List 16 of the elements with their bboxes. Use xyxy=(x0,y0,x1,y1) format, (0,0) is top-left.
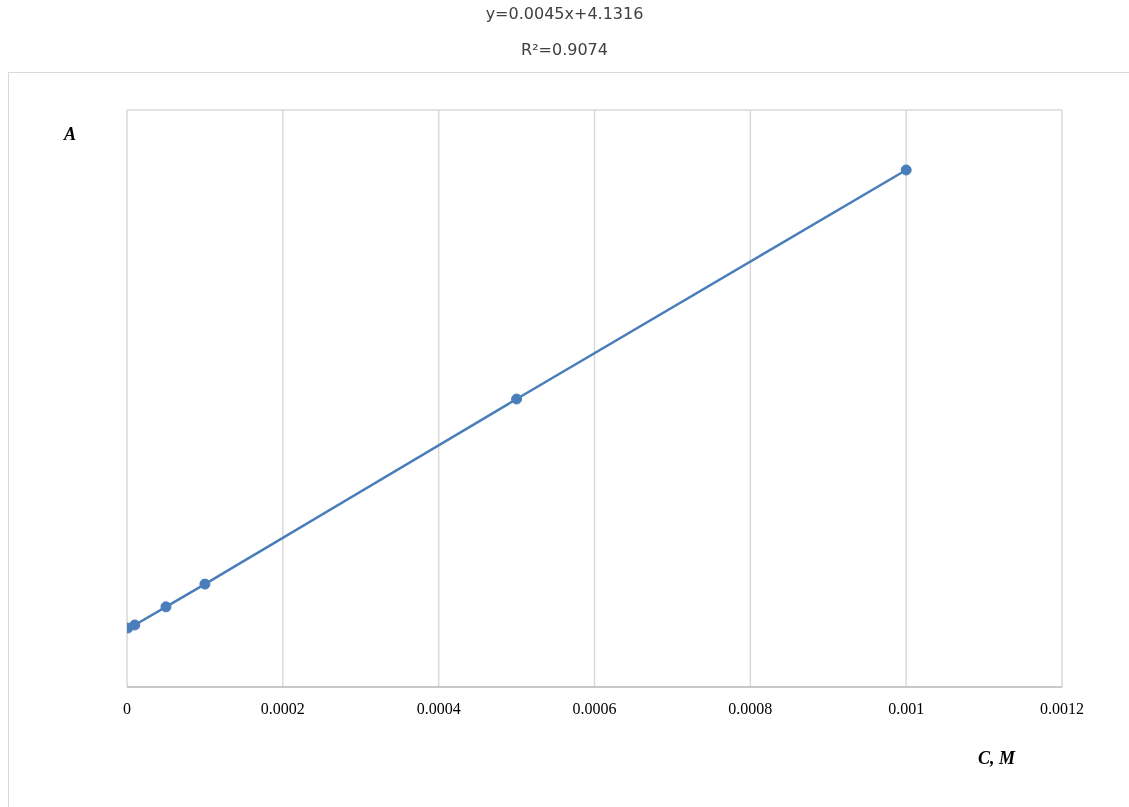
chart-subtitle: R²=0.9074 xyxy=(520,40,609,59)
point xyxy=(511,393,523,405)
x-tick-label: 0 xyxy=(123,700,131,718)
point xyxy=(160,601,172,613)
point xyxy=(199,578,211,590)
y-axis-title: A xyxy=(64,124,77,145)
point xyxy=(129,619,141,631)
x-tick-label: 0.001 xyxy=(888,700,925,718)
chart-title: y=0.0045x+4.1316 xyxy=(484,4,645,23)
x-tick-label: 0.0006 xyxy=(572,700,617,718)
x-tick-label: 0.0008 xyxy=(728,700,773,718)
point xyxy=(900,164,912,176)
x-tick-label: 0.0012 xyxy=(1040,700,1084,718)
x-tick-label: 0.0004 xyxy=(416,700,461,718)
x-axis-title: C, M xyxy=(978,748,1016,769)
x-tick-label: 0.0002 xyxy=(260,700,305,718)
